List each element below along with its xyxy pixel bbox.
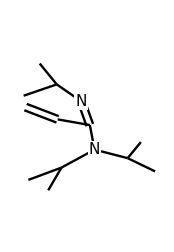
Text: N: N <box>76 94 87 109</box>
Text: N: N <box>89 142 100 157</box>
